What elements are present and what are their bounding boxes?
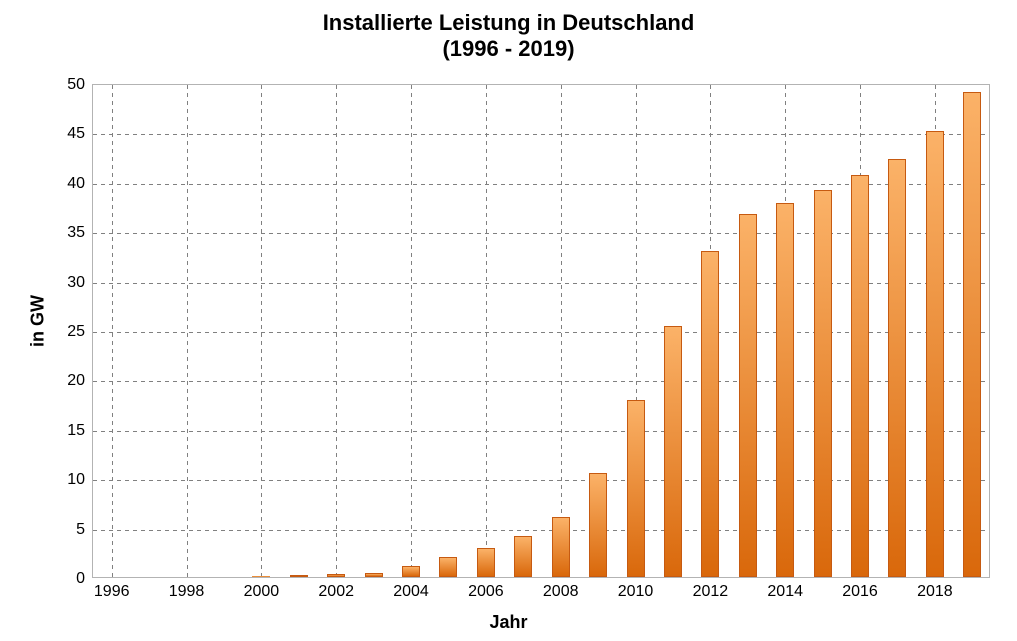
y-tick-label: 10: [67, 471, 85, 489]
bar: [701, 251, 719, 577]
bar: [963, 92, 981, 577]
chart-title-line1: Installierte Leistung in Deutschland: [323, 10, 695, 35]
bar: [327, 574, 345, 577]
x-tick-label: 2004: [393, 583, 429, 601]
bar: [365, 573, 383, 577]
bar: [627, 400, 645, 577]
x-tick-label: 2012: [693, 583, 729, 601]
bar: [439, 557, 457, 577]
x-tick-label: 2000: [244, 583, 280, 601]
bar: [477, 548, 495, 577]
x-tick-label: 1998: [169, 583, 205, 601]
bar: [814, 190, 832, 577]
x-tick-label: 2014: [767, 583, 803, 601]
gridline-vertical: [112, 85, 113, 577]
y-tick-label: 20: [67, 372, 85, 390]
chart-container: Installierte Leistung in Deutschland (19…: [0, 0, 1017, 641]
bar: [290, 575, 308, 577]
bar: [552, 517, 570, 577]
y-tick-label: 25: [67, 323, 85, 341]
gridline-vertical: [187, 85, 188, 577]
gridline-vertical: [411, 85, 412, 577]
bar: [589, 473, 607, 577]
bar: [252, 576, 270, 577]
x-tick-label: 2006: [468, 583, 504, 601]
gridline-vertical: [561, 85, 562, 577]
chart-title: Installierte Leistung in Deutschland (19…: [0, 10, 1017, 63]
chart-title-line2: (1996 - 2019): [442, 36, 574, 61]
bar: [926, 131, 944, 577]
gridline-vertical: [486, 85, 487, 577]
x-tick-label: 2016: [842, 583, 878, 601]
y-tick-label: 5: [76, 521, 85, 539]
x-tick-label: 2018: [917, 583, 953, 601]
bar: [739, 214, 757, 577]
bar: [851, 175, 869, 577]
y-tick-label: 50: [67, 76, 85, 94]
bar: [888, 159, 906, 577]
x-tick-label: 2008: [543, 583, 579, 601]
x-tick-label: 2010: [618, 583, 654, 601]
y-tick-label: 40: [67, 175, 85, 193]
y-tick-label: 0: [76, 570, 85, 588]
plot-area: 0510152025303540455019961998200020022004…: [92, 84, 990, 578]
bar: [664, 326, 682, 577]
gridline-vertical: [261, 85, 262, 577]
y-tick-label: 30: [67, 274, 85, 292]
y-tick-label: 45: [67, 125, 85, 143]
x-axis-label: Jahr: [0, 612, 1017, 633]
bar: [776, 203, 794, 577]
y-tick-label: 35: [67, 224, 85, 242]
y-axis-label: in GW: [28, 295, 49, 347]
y-tick-label: 15: [67, 422, 85, 440]
x-tick-label: 1996: [94, 583, 130, 601]
gridline-vertical: [336, 85, 337, 577]
bar: [514, 536, 532, 577]
x-tick-label: 2002: [318, 583, 354, 601]
gridline-horizontal: [93, 134, 989, 135]
bar: [402, 566, 420, 577]
